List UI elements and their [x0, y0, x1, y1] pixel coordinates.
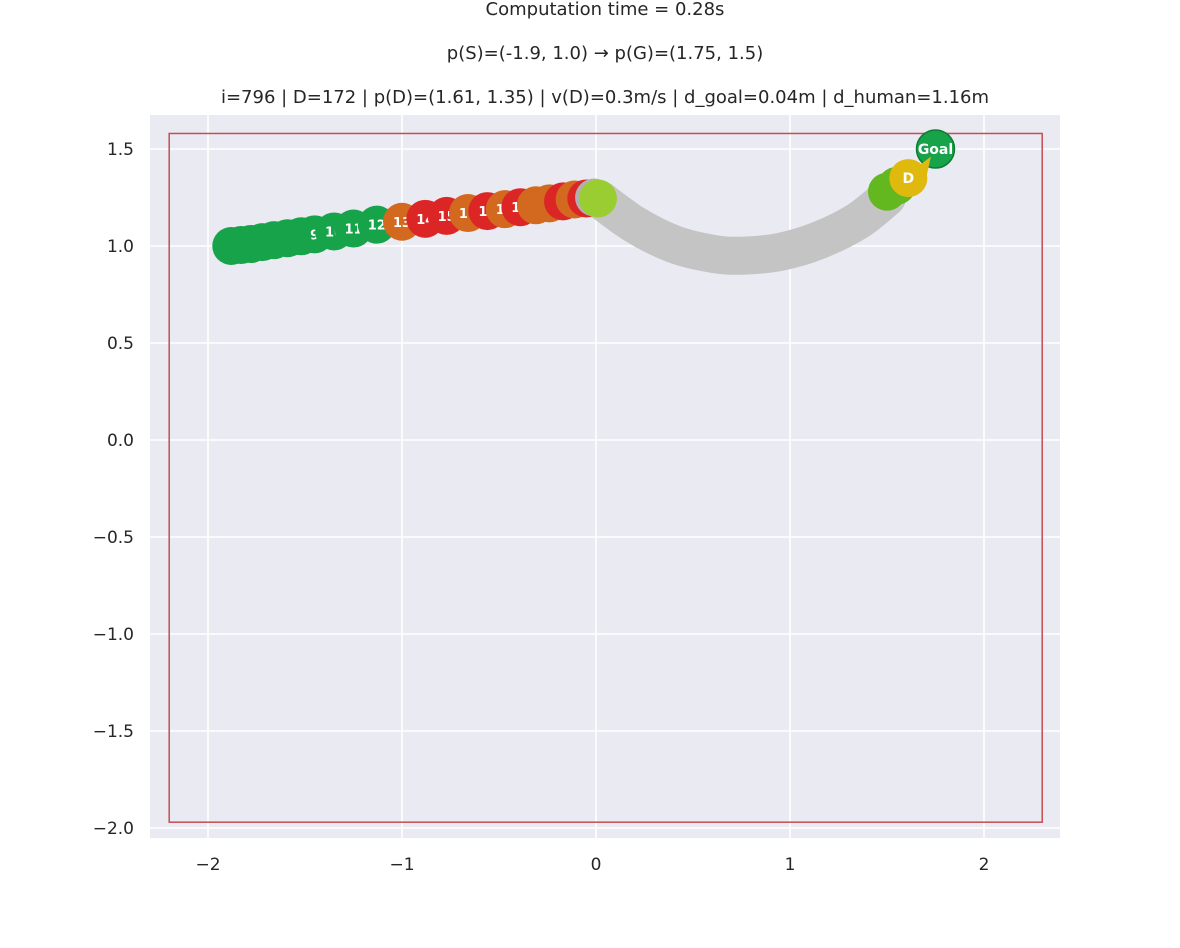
boundary-layer: [168, 132, 1043, 823]
drone-label: D: [903, 171, 915, 187]
y-tick-label: −1.5: [93, 722, 134, 742]
grid-lines: [150, 115, 1060, 838]
y-tick-label: −1.0: [93, 625, 134, 645]
boundary-rectangle: [168, 132, 1043, 823]
y-tick-label: 0.0: [107, 431, 134, 451]
y-tick-label: −0.5: [93, 528, 134, 548]
y-tick-label: 1.0: [107, 237, 134, 257]
waypoint-marker: [578, 179, 617, 218]
x-tick-label: −2: [195, 855, 220, 875]
waypoint-layer: 910111213141516171819: [212, 166, 916, 265]
chart-title-start-goal: p(S)=(-1.9, 1.0) → p(G)=(1.75, 1.5): [447, 43, 763, 64]
chart-title-status: i=796 | D=172 | p(D)=(1.61, 1.35) | v(D)…: [221, 87, 989, 108]
waypoint-label: 12: [368, 219, 386, 234]
waypoint-label: 9: [310, 228, 319, 243]
planned-path: [580, 178, 906, 275]
drone-marker: [889, 159, 928, 198]
planned-path-layer: [580, 178, 906, 275]
y-tick-label: 1.5: [107, 140, 134, 160]
tick-labels: −2 −1 0 1 21.51.00.50.0−0.5−1.0−1.5−2.0: [93, 140, 990, 875]
x-tick-label: 1: [785, 855, 796, 875]
x-tick-label: −1: [389, 855, 414, 875]
goal-marker: [915, 129, 956, 169]
y-tick-label: 0.5: [107, 334, 134, 354]
goal-label: Goal: [918, 142, 953, 158]
x-tick-label: 2: [979, 855, 990, 875]
drone-heading-arrow: [917, 156, 931, 175]
y-tick-label: −2.0: [93, 819, 134, 839]
x-tick-label: 0: [591, 855, 602, 875]
chart-title-computation-time: Computation time = 0.28s: [486, 0, 725, 20]
